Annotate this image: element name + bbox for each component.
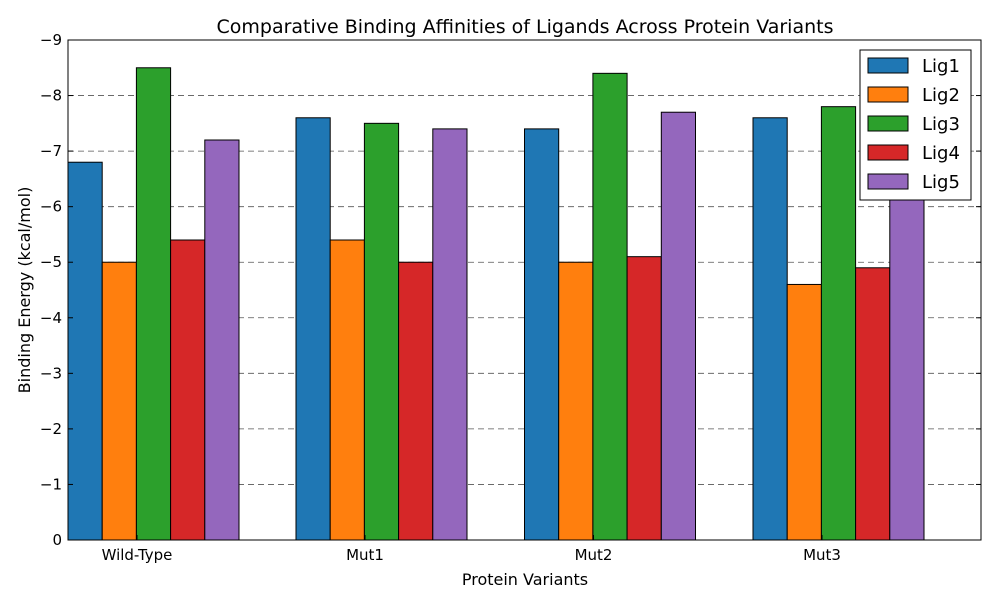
bar-lig4-wild-type	[170, 239, 206, 541]
bar-lig5-mut1	[432, 128, 468, 541]
legend-swatch-lig4	[867, 144, 909, 161]
x-tick-label: Mut2	[575, 546, 613, 564]
bar-lig5-mut2	[660, 111, 696, 541]
bar-lig2-wild-type	[101, 261, 137, 541]
legend-swatch-lig1	[867, 57, 909, 74]
bar-lig3-wild-type	[135, 67, 172, 541]
y-tick-label: −6	[40, 198, 62, 216]
plot-frame	[67, 39, 982, 541]
bars-group	[67, 67, 925, 541]
y-axis-title: Binding Energy (kcal/mol)	[15, 187, 34, 394]
x-tick-label: Wild-Type	[102, 546, 173, 564]
x-tick-label: Mut1	[346, 546, 384, 564]
x-tick-label: Mut3	[803, 546, 841, 564]
legend-swatch-lig2	[867, 86, 909, 103]
bar-lig4-mut3	[855, 267, 891, 541]
y-tick-label: −3	[40, 364, 62, 382]
legend-label-lig2: Lig2	[922, 85, 960, 106]
y-tick-label: −2	[40, 420, 62, 438]
bar-lig3-mut3	[820, 106, 857, 541]
bar-lig4-mut1	[398, 261, 434, 541]
y-tick-label: −5	[40, 253, 62, 271]
legend-label-lig5: Lig5	[922, 172, 960, 193]
y-tick-label: 0	[52, 531, 62, 549]
legend-label-lig4: Lig4	[922, 143, 960, 164]
legend-label-lig3: Lig3	[922, 114, 960, 135]
y-tick-label: −9	[40, 31, 62, 49]
y-tick-label: −8	[40, 87, 62, 105]
y-axis-ticks: 0 −1 −2 −3 −4 −5 −6 −7 −8 −9	[40, 31, 981, 549]
y-tick-label: −1	[40, 475, 62, 493]
x-axis-title: Protein Variants	[462, 570, 588, 589]
legend: Lig1 Lig2 Lig3 Lig4 Lig5	[859, 49, 972, 201]
bar-lig3-mut2	[592, 72, 628, 541]
y-tick-label: −7	[40, 142, 62, 160]
bar-lig2-mut1	[329, 239, 365, 541]
bar-lig2-mut3	[786, 283, 822, 541]
x-axis-ticks: Wild-Type Mut1 Mut2 Mut3	[102, 535, 841, 564]
legend-swatch-lig3	[867, 115, 909, 132]
bar-lig3-mut1	[363, 122, 400, 541]
bar-lig1-mut3	[752, 117, 788, 541]
bar-lig4-mut2	[626, 256, 662, 541]
y-tick-label: −4	[40, 309, 62, 327]
bar-lig1-mut2	[524, 128, 560, 541]
chart-title: Comparative Binding Affinities of Ligand…	[217, 16, 834, 38]
legend-label-lig1: Lig1	[922, 56, 960, 77]
bar-lig5-wild-type	[204, 139, 240, 541]
bar-lig1-wild-type	[67, 161, 103, 541]
bar-lig1-mut1	[295, 117, 331, 541]
bar-lig2-mut2	[558, 261, 594, 541]
legend-swatch-lig5	[867, 173, 909, 190]
